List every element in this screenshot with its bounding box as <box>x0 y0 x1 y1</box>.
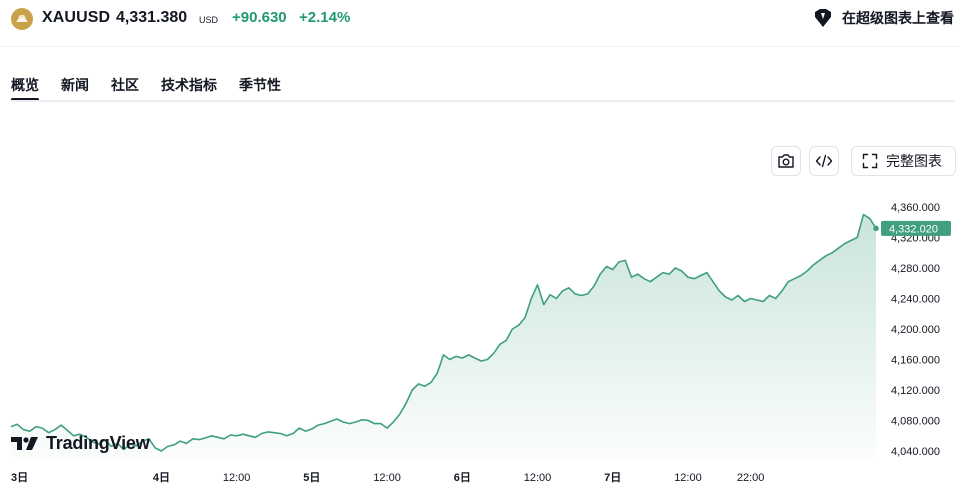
y-axis-tick-label: 4,160.000 <box>891 355 940 367</box>
y-axis-tick-label: 4,280.000 <box>891 263 940 275</box>
tab-overview[interactable]: 概览 <box>11 74 39 101</box>
tab-seasonals[interactable]: 季节性 <box>239 77 281 93</box>
last-price-label-bg <box>881 220 951 236</box>
snapshot-button[interactable] <box>771 146 801 176</box>
x-axis-tick-label: 22:00 <box>737 472 765 484</box>
symbol-name: XAUUSD <box>42 9 111 26</box>
tradingview-wordmark: TradingView <box>46 432 150 453</box>
tab-community[interactable]: 社区 <box>111 77 139 93</box>
full-chart-button[interactable]: 完整图表 <box>851 146 956 176</box>
last-price-dot <box>873 225 879 232</box>
symbol-tabs: 概览 新闻 社区 技术指标 季节性 <box>11 74 303 104</box>
tab-news[interactable]: 新闻 <box>61 77 89 93</box>
embed-code-button[interactable] <box>809 146 839 176</box>
gold-symbol-logo-icon <box>11 8 33 30</box>
x-axis-tick-label: 12:00 <box>223 472 251 484</box>
tab-technicals[interactable]: 技术指标 <box>161 77 217 93</box>
x-axis-tick-label: 5日 <box>303 471 320 484</box>
y-axis-tick-label: 4,200.000 <box>891 324 940 336</box>
price-change-percent: +2.14% <box>299 9 351 26</box>
tradingview-watermark: TradingView <box>11 432 150 454</box>
header-divider <box>0 46 960 47</box>
last-price-label: 4,332.020 <box>889 223 938 235</box>
y-axis-tick-label: 4,080.000 <box>891 416 940 428</box>
price-change-absolute: +90.630 <box>232 9 287 26</box>
symbol-header: XAUUSD 4,331.380 USD +90.630 +2.14% 在超级图… <box>0 0 960 40</box>
camera-icon <box>778 154 794 168</box>
expand-icon <box>862 153 878 169</box>
x-axis-tick-label: 12:00 <box>524 472 552 484</box>
code-brackets-icon <box>815 154 833 168</box>
price-area-fill <box>11 214 876 458</box>
x-axis-tick-label: 6日 <box>454 471 471 484</box>
x-axis-tick-label: 12:00 <box>373 472 401 484</box>
tabs-divider <box>11 100 955 102</box>
y-axis-tick-label: 4,120.000 <box>891 385 940 397</box>
price-series-line <box>10 213 877 452</box>
y-axis-tick-label: 4,240.000 <box>891 294 940 306</box>
x-axis-tick-label: 7日 <box>604 471 621 484</box>
supercharts-link-label: 在超级图表上查看 <box>842 10 954 26</box>
x-axis-tick-label: 4日 <box>153 471 170 484</box>
price-chart[interactable]: 4,360.0004,320.0004,280.0004,240.0004,20… <box>0 180 960 495</box>
x-axis-tick-label: 12:00 <box>674 472 702 484</box>
currency-label: USD <box>199 15 219 25</box>
y-axis-tick-label: 4,040.000 <box>891 446 940 458</box>
full-chart-label: 完整图表 <box>886 153 942 169</box>
current-price: 4,331.380 <box>116 9 188 26</box>
tradingview-logo-icon <box>11 437 38 450</box>
open-in-supercharts-link[interactable]: 在超级图表上查看 <box>812 6 954 30</box>
supercharts-diamond-icon <box>815 9 831 27</box>
x-axis-tick-label: 3日 <box>11 471 28 484</box>
y-axis-tick-label: 4,360.000 <box>891 202 940 214</box>
